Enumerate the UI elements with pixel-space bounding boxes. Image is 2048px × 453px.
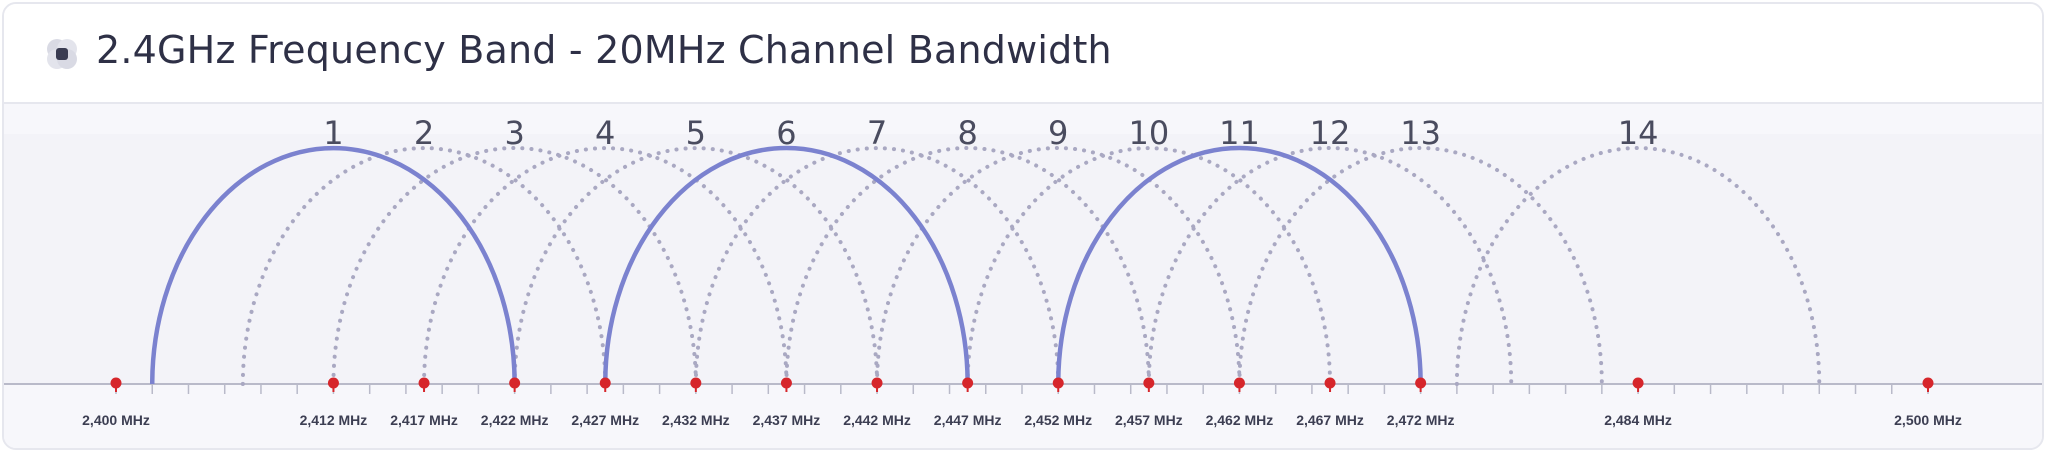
- page-title: 2.4GHz Frequency Band - 20MHz Channel Ba…: [96, 28, 1112, 72]
- channel-number-label: 14: [1618, 114, 1659, 152]
- channel-arc-13: [1237, 146, 1604, 386]
- frequency-marker-dot: [509, 377, 521, 389]
- channel-arc-diagram: 1 2 3 4 5 6 7 8 9 10 11 12 13 142,400 MHz 2,412 MHz 2,4…: [4, 114, 2042, 428]
- channel-number-label: 9: [1048, 114, 1068, 152]
- channel-arc-2: [240, 146, 608, 386]
- frequency-label: 2,422 MHz: [481, 412, 549, 428]
- frequency-label: 2,432 MHz: [662, 412, 730, 428]
- channel-arc-3: [331, 146, 698, 386]
- channel-arc-6-highlighted: [602, 145, 970, 385]
- channel-number-label: 6: [776, 114, 796, 152]
- band-diagram: 1 2 3 4 5 6 7 8 9 10 11 12 13 14 2,400 MHz 2,412 MHz 2,4…: [4, 104, 2042, 448]
- frequency-label: 2,417 MHz: [390, 412, 458, 428]
- wifi-band-icon: [46, 38, 78, 70]
- channel-arcs: [149, 145, 1822, 386]
- frequency-marker-dot: [962, 377, 974, 389]
- channel-number-label: 10: [1128, 114, 1169, 152]
- channel-arc-14: [1454, 146, 1822, 386]
- channel-numbers: 1 2 3 4 5 6 7 8 9 10 11 12 13 14: [323, 114, 1658, 152]
- frequency-marker-dot: [1922, 377, 1934, 389]
- frequency-label: 2,484 MHz: [1604, 412, 1672, 428]
- frequency-label: 2,400 MHz: [82, 412, 150, 428]
- channel-arc-10: [965, 146, 1333, 386]
- channel-number-label: 7: [867, 114, 887, 152]
- frequency-label: 2,462 MHz: [1206, 412, 1274, 428]
- channel-arc-5: [512, 146, 880, 386]
- frequency-label: 2,500 MHz: [1894, 412, 1962, 428]
- axis-ticks: [115, 384, 1929, 394]
- channel-arc-1-highlighted: [149, 145, 517, 385]
- channel-number-label: 3: [504, 114, 524, 152]
- frequency-label: 2,457 MHz: [1115, 412, 1183, 428]
- channel-number-label: 11: [1219, 114, 1260, 152]
- channel-number-label: 12: [1310, 114, 1351, 152]
- frequency-label: 2,452 MHz: [1024, 412, 1092, 428]
- frequency-markers: 2,400 MHz 2,412 MHz 2,417 MHz 2,422 MHz 2,42…: [82, 377, 1962, 428]
- frequency-label: 2,467 MHz: [1296, 412, 1364, 428]
- frequency-marker-dot: [1415, 377, 1427, 389]
- frequency-marker-dot: [780, 377, 792, 389]
- frequency-label: 2,427 MHz: [571, 412, 639, 428]
- frequency-label: 2,442 MHz: [843, 412, 911, 428]
- channel-arc-11-highlighted: [1055, 145, 1423, 385]
- channel-number-label: 4: [595, 114, 615, 152]
- frequency-marker-dot: [418, 377, 430, 389]
- frequency-marker-dot: [110, 377, 122, 389]
- card-header: 2.4GHz Frequency Band - 20MHz Channel Ba…: [4, 4, 2042, 104]
- channel-arc-8: [784, 146, 1151, 386]
- frequency-marker-dot: [599, 377, 611, 389]
- channel-arc-12: [1146, 146, 1514, 386]
- channel-number-label: 8: [957, 114, 977, 152]
- frequency-marker-dot: [1324, 377, 1336, 389]
- frequency-label: 2,447 MHz: [934, 412, 1002, 428]
- frequency-label: 2,412 MHz: [300, 412, 368, 428]
- frequency-label: 2,437 MHz: [753, 412, 821, 428]
- frequency-marker-dot: [1143, 377, 1155, 389]
- frequency-label: 2,472 MHz: [1387, 412, 1455, 428]
- frequency-marker-dot: [1632, 377, 1644, 389]
- channel-number-label: 13: [1400, 114, 1441, 152]
- frequency-marker-dot: [327, 377, 339, 389]
- channel-arc-9: [875, 146, 1242, 386]
- frequency-marker-dot: [690, 377, 702, 389]
- channel-number-label: 5: [686, 114, 706, 152]
- plot-area: [4, 134, 2042, 384]
- channel-arc-7: [693, 146, 1061, 386]
- channel-number-label: 2: [414, 114, 434, 152]
- channel-arc-4: [422, 146, 789, 386]
- frequency-marker-dot: [1052, 377, 1064, 389]
- frequency-marker-dot: [1233, 377, 1245, 389]
- channel-number-label: 1: [323, 114, 343, 152]
- frequency-marker-dot: [871, 377, 883, 389]
